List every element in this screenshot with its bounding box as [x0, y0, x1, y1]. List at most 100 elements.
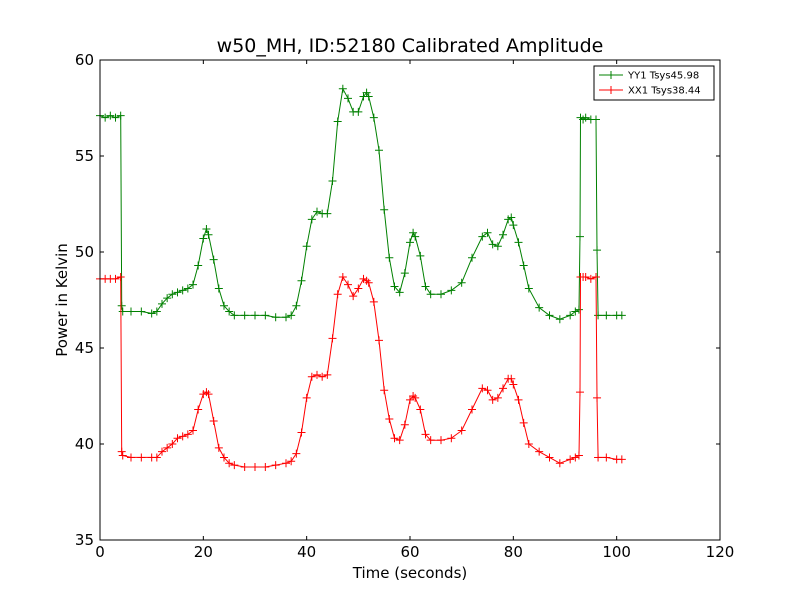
data-point-0-51	[380, 205, 389, 214]
data-point-1-29	[261, 463, 270, 472]
data-point-1-58	[411, 393, 420, 402]
data-point-1-26	[230, 461, 239, 470]
data-point-1-90	[594, 453, 603, 462]
legend-label-0: YY1 Tsys45.98	[627, 71, 699, 82]
data-point-1-89	[593, 393, 602, 402]
data-point-0-57	[409, 228, 418, 237]
data-point-1-33	[292, 449, 301, 458]
data-point-0-12	[163, 294, 172, 303]
y-tick-label-1: 40	[75, 435, 94, 453]
data-point-1-24	[220, 453, 228, 462]
data-point-1-76	[524, 440, 533, 448]
y-tick-label-3: 50	[75, 243, 94, 261]
data-point-0-31	[282, 313, 290, 322]
data-point-0-33	[292, 301, 301, 310]
data-point-0-21	[204, 230, 213, 239]
data-point-1-83	[575, 388, 584, 397]
data-point-1-80	[566, 455, 575, 464]
data-point-0-79	[555, 315, 564, 324]
data-point-0-72	[507, 213, 516, 222]
data-point-0-42	[338, 84, 347, 93]
data-point-0-81	[571, 307, 580, 316]
data-point-0-22	[209, 255, 218, 264]
data-point-1-42	[338, 272, 347, 281]
data-point-0-10	[152, 307, 161, 316]
series-line-0	[99, 87, 622, 320]
x-axis-label: Time (seconds)	[352, 564, 468, 582]
data-point-1-14	[173, 434, 182, 443]
data-point-0-39	[323, 209, 332, 218]
data-point-1-16	[183, 430, 192, 439]
data-point-1-12	[163, 443, 172, 452]
legend-swatch-marker-1	[607, 86, 615, 94]
data-point-0-80	[566, 311, 575, 320]
data-point-1-78	[545, 453, 554, 462]
y-tick-label-0: 35	[75, 531, 94, 549]
data-point-1-63	[447, 434, 456, 443]
data-point-1-23	[214, 443, 223, 452]
data-point-0-26	[230, 311, 239, 320]
data-point-1-27	[240, 463, 249, 472]
x-tick-label-2: 40	[297, 543, 316, 561]
data-point-0-74	[514, 238, 523, 247]
data-point-0-65	[468, 253, 476, 262]
data-point-0-9	[147, 309, 156, 318]
data-point-1-39	[323, 370, 332, 379]
data-point-0-56	[406, 238, 414, 247]
data-point-0-89	[593, 246, 602, 255]
data-point-0-60	[421, 282, 430, 291]
data-point-0-54	[395, 288, 404, 297]
data-point-1-17	[189, 426, 197, 435]
data-point-0-40	[328, 176, 337, 185]
data-point-1-7	[127, 453, 135, 462]
data-point-1-73	[509, 380, 518, 389]
data-point-1-53	[390, 434, 399, 443]
data-point-0-41	[333, 117, 342, 126]
data-point-0-78	[545, 311, 554, 320]
data-point-1-82	[574, 451, 583, 460]
x-tick-label-5: 100	[602, 543, 631, 561]
data-point-0-62	[437, 290, 445, 299]
data-point-0-19	[199, 234, 208, 243]
data-point-1-35	[302, 393, 311, 402]
data-point-1-91	[602, 453, 611, 462]
x-tick-label-4: 80	[504, 543, 523, 561]
data-point-0-61	[426, 290, 435, 299]
data-point-0-13	[168, 290, 177, 299]
data-point-0-35	[302, 242, 311, 251]
data-point-0-24	[220, 301, 228, 310]
data-point-1-50	[375, 336, 383, 345]
data-point-0-16	[183, 284, 192, 293]
data-point-0-88	[592, 115, 600, 124]
data-point-0-70	[499, 230, 507, 239]
data-point-0-8	[137, 307, 146, 316]
data-point-0-49	[369, 113, 378, 122]
y-tick-label-2: 45	[75, 339, 94, 357]
data-point-0-43	[344, 94, 352, 103]
data-point-1-21	[204, 390, 213, 399]
data-point-0-52	[385, 253, 394, 262]
data-point-0-25	[225, 307, 234, 316]
data-point-1-4	[116, 272, 125, 281]
data-point-1-45	[354, 284, 363, 293]
data-point-1-69	[493, 393, 502, 402]
data-point-1-54	[395, 436, 404, 445]
data-point-0-45	[354, 107, 363, 116]
data-point-1-52	[385, 415, 394, 424]
data-point-1-36	[307, 372, 316, 381]
data-point-0-93	[617, 311, 626, 320]
data-point-1-44	[349, 292, 358, 301]
y-tick-label-4: 55	[75, 147, 94, 165]
data-point-0-28	[251, 311, 259, 320]
data-point-0-86	[581, 113, 590, 122]
data-point-1-40	[328, 334, 337, 343]
legend-box	[593, 65, 715, 101]
chart-title: w50_MH, ID:52180 Calibrated Amplitude	[217, 35, 604, 57]
data-point-1-34	[297, 428, 306, 437]
data-point-0-83	[575, 232, 584, 241]
data-point-0-1	[101, 113, 110, 122]
data-point-0-66	[478, 232, 487, 241]
data-point-1-74	[514, 395, 523, 404]
data-point-0-27	[240, 311, 249, 320]
x-tick-label-6: 120	[706, 543, 735, 561]
